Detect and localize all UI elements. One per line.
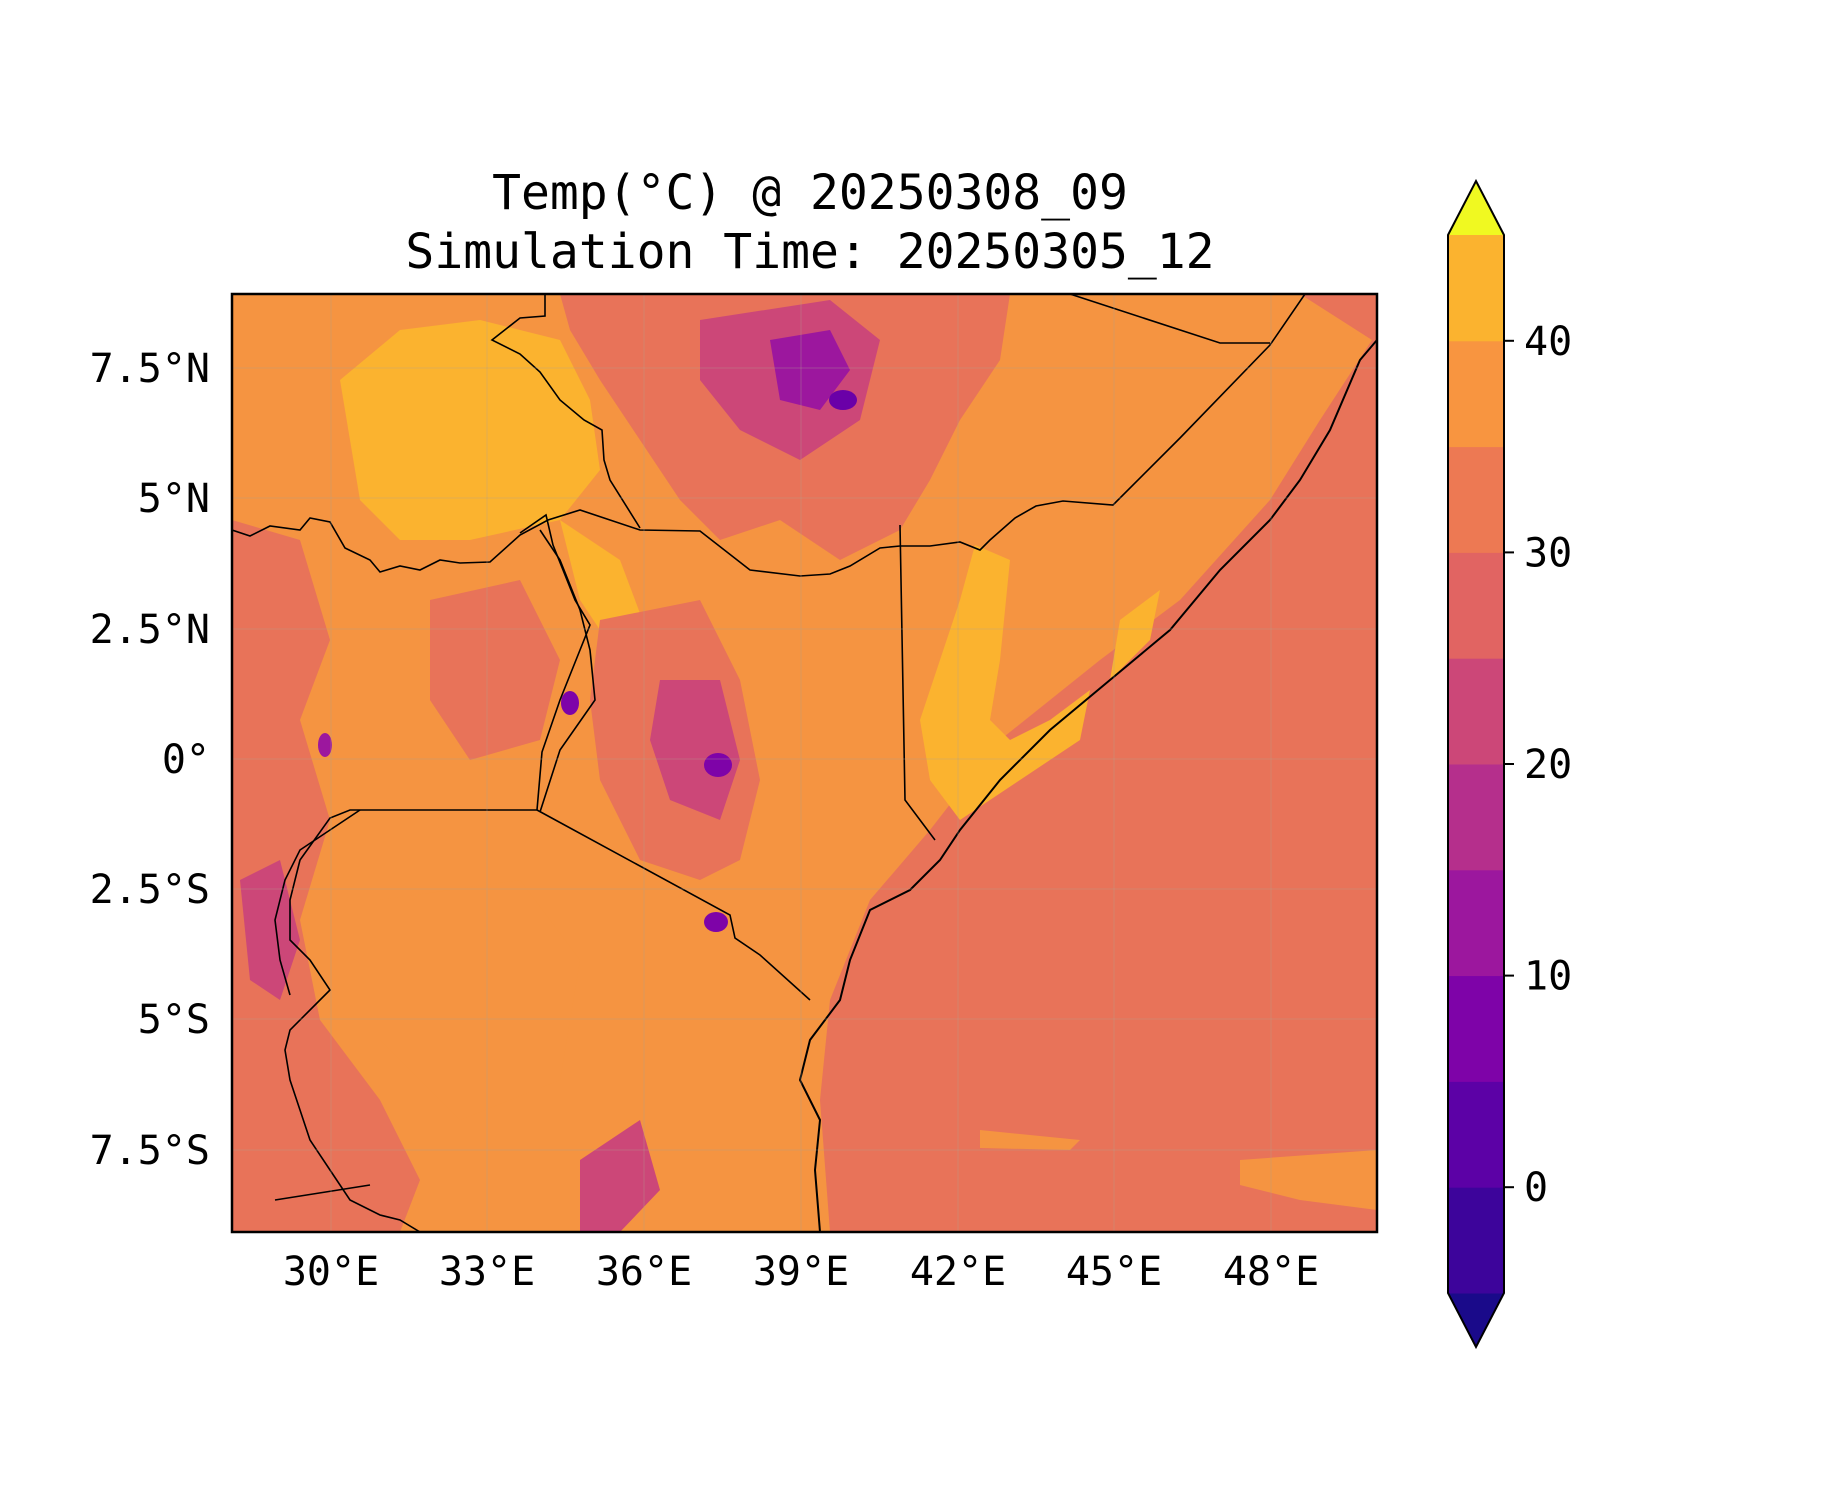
ethiopia-peak-cold-spot	[829, 390, 857, 410]
colorbar-bin	[1448, 552, 1504, 659]
y-tick-label: 0°	[162, 737, 210, 783]
x-tick-label: 42°E	[910, 1249, 1006, 1295]
somalia-coast-hot-strip	[1110, 590, 1160, 680]
colorbar-bin	[1448, 446, 1504, 553]
south-ocean-warm-streak-1	[980, 1130, 1080, 1150]
x-tick-label: 45°E	[1066, 1249, 1162, 1295]
x-tick-label: 30°E	[283, 1249, 379, 1295]
colorbar-bin	[1448, 1081, 1504, 1188]
x-tick-label: 48°E	[1223, 1249, 1319, 1295]
y-tick-label: 2.5°S	[90, 867, 210, 913]
central-tanzania-warm	[380, 880, 580, 1120]
x-tick-label: 39°E	[753, 1249, 849, 1295]
colorbar-bin	[1448, 1187, 1504, 1294]
y-tick-label: 7.5°S	[90, 1128, 210, 1174]
colorbar-bin	[1448, 235, 1504, 342]
colorbar-tick-label: 30	[1524, 530, 1572, 576]
coastline	[798, 339, 1377, 1232]
chart-title-line-1: Temp(°C) @ 20250308_09	[492, 165, 1128, 221]
colorbar-extend-min	[1448, 1293, 1504, 1347]
y-tick-label: 7.5°N	[90, 346, 210, 392]
colorbar-bin	[1448, 764, 1504, 871]
gridlines	[232, 294, 1377, 1232]
y-axis-ticks: 7.5°N 5°N 2.5°N 0° 2.5°S 5°S 7.5°S	[90, 346, 210, 1174]
colorbar-bin	[1448, 869, 1504, 977]
kenya-highlands-colder	[650, 680, 740, 820]
southern-highlands-cool	[580, 1120, 660, 1232]
lake-region-cool	[430, 580, 560, 760]
colorbar-tick-label: 10	[1524, 954, 1572, 1000]
y-tick-label: 2.5°N	[90, 607, 210, 653]
western-rift-cold-spot	[318, 733, 332, 757]
x-tick-label: 36°E	[596, 1249, 692, 1295]
colorbar-tick-label: 40	[1524, 319, 1572, 365]
somalia-hot-region	[920, 545, 1090, 820]
colorbar: 0 10 20 30 40	[1447, 178, 1572, 1350]
map-panel	[232, 294, 1377, 1232]
south-ocean-warm-streak-2	[1240, 1150, 1377, 1210]
x-axis-ticks: 30°E 33°E 36°E 39°E 42°E 45°E 48°E	[283, 1249, 1319, 1295]
y-tick-label: 5°N	[138, 476, 210, 522]
map-frame	[230, 292, 1379, 1234]
y-tick-label: 5°S	[138, 997, 210, 1043]
colorbar-bin	[1448, 975, 1504, 1082]
colorbar-bin	[1448, 340, 1504, 448]
mount-kenya-cold-spot	[704, 753, 732, 777]
x-tick-label: 33°E	[439, 1249, 535, 1295]
lake-tanganyika-cool-band	[240, 860, 300, 1000]
ethiopia-highlands-coldest	[770, 330, 850, 410]
ruwenzori-cold-spot	[561, 691, 579, 715]
colorbar-outline	[1447, 178, 1505, 1350]
western-cool-band	[232, 520, 420, 1232]
country-borders	[232, 294, 1306, 1232]
colorbar-tick-label: 0	[1524, 1165, 1548, 1211]
south-sudan-hot-region	[340, 320, 600, 540]
kilimanjaro-cold-spot	[704, 912, 728, 932]
colorbar-bin	[1448, 658, 1504, 765]
chart-title-line-2: Simulation Time: 20250305_12	[405, 224, 1215, 280]
colorbar-tick-label: 20	[1524, 742, 1572, 788]
colorbar-extend-max	[1448, 181, 1504, 235]
